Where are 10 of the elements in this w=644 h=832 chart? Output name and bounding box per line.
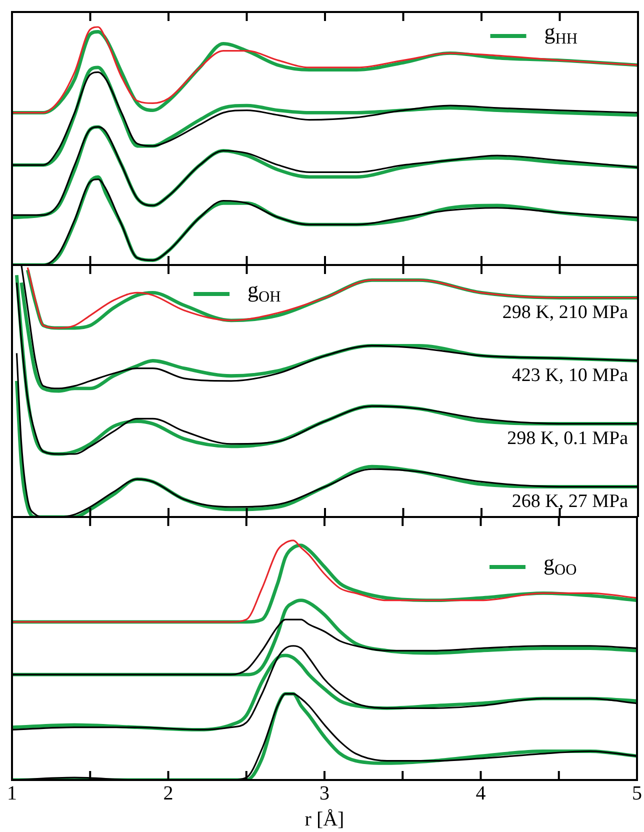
x-tick-label: 2 <box>163 782 174 804</box>
x-tick-label: 4 <box>476 782 486 804</box>
annotation: 423 K, 10 MPa <box>512 365 629 386</box>
x-tick-label: 5 <box>632 782 642 804</box>
x-axis-title: r [Å] <box>304 808 344 830</box>
x-tick-label: 3 <box>320 782 330 804</box>
annotation: 298 K, 0.1 MPa <box>507 428 629 450</box>
annotation: 268 K, 27 MPa <box>512 491 629 512</box>
annotation: 298 K, 210 MPa <box>502 302 629 324</box>
x-tick-label: 1 <box>7 782 17 804</box>
